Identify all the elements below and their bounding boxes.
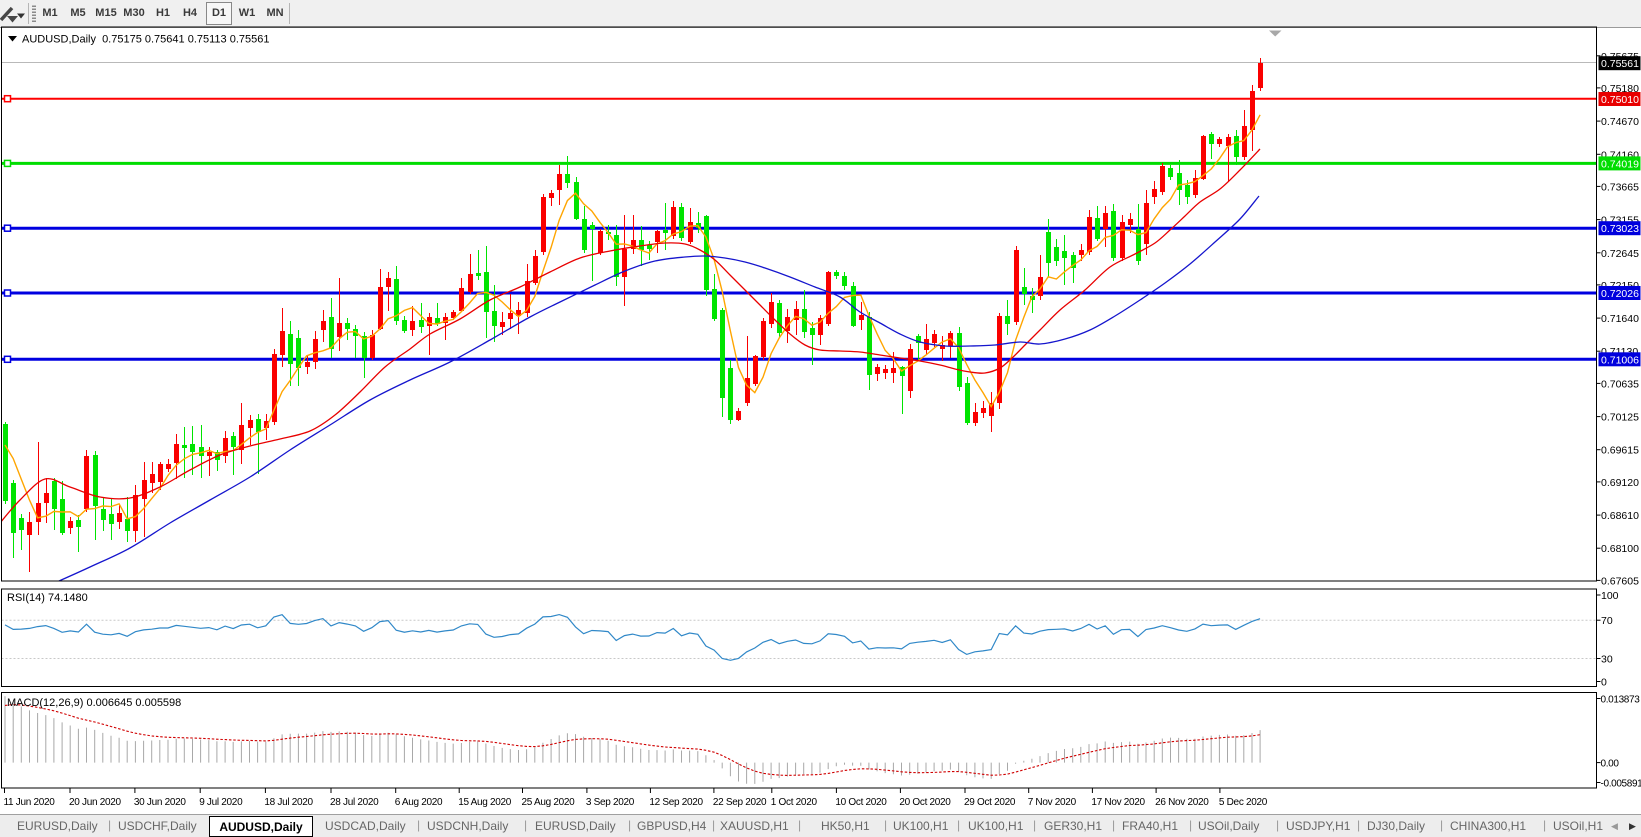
svg-text:6 Aug 2020: 6 Aug 2020 — [395, 797, 443, 808]
svg-text:11 Jun 2020: 11 Jun 2020 — [4, 797, 56, 808]
svg-text:1 Oct 2020: 1 Oct 2020 — [771, 797, 818, 808]
svg-text:0.75010: 0.75010 — [1601, 94, 1639, 106]
svg-text:20 Oct 2020: 20 Oct 2020 — [899, 797, 951, 808]
svg-text:-0.005891: -0.005891 — [1601, 779, 1641, 790]
svg-text:22 Sep 2020: 22 Sep 2020 — [713, 797, 767, 808]
svg-text:0.74019: 0.74019 — [1601, 158, 1639, 170]
svg-text:15 Aug 2020: 15 Aug 2020 — [458, 797, 512, 808]
svg-text:9 Jul 2020: 9 Jul 2020 — [199, 797, 243, 808]
svg-text:12 Sep 2020: 12 Sep 2020 — [649, 797, 703, 808]
svg-text:0.71640: 0.71640 — [1601, 313, 1639, 325]
svg-text:0.72645: 0.72645 — [1601, 248, 1639, 260]
svg-text:0.00: 0.00 — [1601, 759, 1620, 770]
svg-text:28 Jul 2020: 28 Jul 2020 — [330, 797, 379, 808]
svg-text:70: 70 — [1601, 615, 1613, 627]
svg-text:0.69120: 0.69120 — [1601, 477, 1639, 489]
svg-text:10 Oct 2020: 10 Oct 2020 — [835, 797, 887, 808]
svg-text:0: 0 — [1601, 677, 1607, 689]
svg-text:0.68100: 0.68100 — [1601, 543, 1639, 555]
svg-text:0.70125: 0.70125 — [1601, 412, 1639, 424]
svg-text:0.70635: 0.70635 — [1601, 378, 1639, 390]
svg-text:0.73023: 0.73023 — [1601, 223, 1639, 235]
svg-text:30: 30 — [1601, 654, 1613, 666]
svg-text:29 Oct 2020: 29 Oct 2020 — [964, 797, 1016, 808]
svg-text:18 Jul 2020: 18 Jul 2020 — [264, 797, 313, 808]
svg-text:0.013873: 0.013873 — [1601, 695, 1641, 706]
svg-text:AUDUSD,Daily 0.75175 0.75641: AUDUSD,Daily 0.75175 0.75641 0.75113 0.7… — [22, 34, 269, 46]
svg-text:7 Nov 2020: 7 Nov 2020 — [1028, 797, 1077, 808]
svg-text:0.74670: 0.74670 — [1601, 116, 1639, 128]
svg-text:17 Nov 2020: 17 Nov 2020 — [1091, 797, 1145, 808]
svg-text:25 Aug 2020: 25 Aug 2020 — [522, 797, 576, 808]
svg-text:30 Jun 2020: 30 Jun 2020 — [134, 797, 186, 808]
svg-text:MACD(12,26,9) 0.006645 0.00559: MACD(12,26,9) 0.006645 0.005598 — [7, 697, 181, 709]
svg-text:0.68610: 0.68610 — [1601, 510, 1639, 522]
svg-text:RSI(14) 74.1480: RSI(14) 74.1480 — [7, 592, 88, 604]
svg-text:0.75561: 0.75561 — [1601, 58, 1639, 70]
svg-text:0.73665: 0.73665 — [1601, 181, 1639, 193]
svg-text:26 Nov 2020: 26 Nov 2020 — [1155, 797, 1209, 808]
svg-text:0.71006: 0.71006 — [1601, 354, 1639, 366]
svg-text:20 Jun 2020: 20 Jun 2020 — [69, 797, 121, 808]
svg-text:0.75180: 0.75180 — [1601, 83, 1639, 95]
svg-text:0.69615: 0.69615 — [1601, 445, 1639, 457]
svg-text:0.72026: 0.72026 — [1601, 288, 1639, 300]
svg-text:0.67605: 0.67605 — [1601, 575, 1639, 587]
svg-text:100: 100 — [1601, 590, 1619, 602]
svg-text:5 Dec 2020: 5 Dec 2020 — [1219, 797, 1268, 808]
svg-text:3 Sep 2020: 3 Sep 2020 — [586, 797, 635, 808]
